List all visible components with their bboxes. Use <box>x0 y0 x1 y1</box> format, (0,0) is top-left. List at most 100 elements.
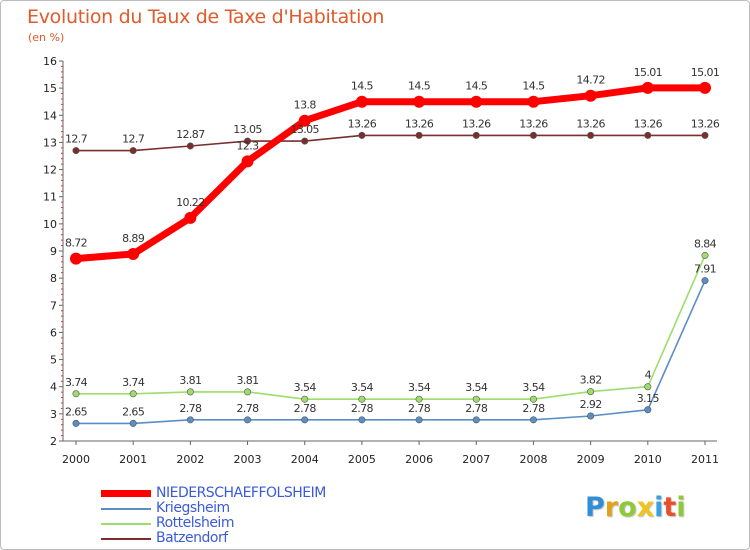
data-point-batzendorf <box>358 131 366 139</box>
data-point-batzendorf <box>472 131 480 139</box>
data-point-niederschaeffolsheim <box>70 252 82 265</box>
data-point-niederschaeffolsheim <box>584 89 597 102</box>
data-point-rottelsheim <box>301 395 309 403</box>
data-label-niederschaeffolsheim: 15.01 <box>691 66 720 79</box>
data-label-batzendorf: 13.26 <box>519 117 548 130</box>
data-label-rottelsheim: 8.84 <box>694 237 717 250</box>
y-tick-label: 3 <box>50 408 57 421</box>
data-label-rottelsheim: 4 <box>645 369 652 382</box>
data-point-kriegsheim <box>72 419 80 427</box>
data-label-batzendorf: 13.05 <box>233 123 262 136</box>
data-label-kriegsheim: 2.78 <box>522 402 545 415</box>
data-label-niederschaeffolsheim: 8.89 <box>122 232 145 245</box>
data-point-rottelsheim <box>587 388 595 396</box>
data-label-niederschaeffolsheim: 14.5 <box>465 80 488 93</box>
data-label-batzendorf: 13.26 <box>348 117 377 130</box>
data-point-rottelsheim <box>415 395 423 403</box>
data-label-kriegsheim: 7.91 <box>694 263 716 276</box>
data-point-batzendorf <box>587 131 595 139</box>
data-point-batzendorf <box>701 131 709 139</box>
logo-letter: i <box>654 492 664 523</box>
data-label-batzendorf: 13.26 <box>576 117 605 130</box>
x-tick-label: 2000 <box>62 453 90 466</box>
legend-label: NIEDERSCHAEFFOLSHEIM <box>156 485 326 501</box>
data-label-batzendorf: 12.87 <box>176 128 205 141</box>
data-point-kriegsheim <box>415 416 423 424</box>
data-point-rottelsheim <box>472 395 480 403</box>
data-point-rottelsheim <box>358 395 366 403</box>
data-labels: 8.72 8.89 10.22 12.3 13.8 14.5 14.5 14.5 14.5 14.… <box>65 66 720 418</box>
y-tick-label: 8 <box>50 272 57 285</box>
legend-swatch <box>101 508 151 510</box>
data-label-niederschaeffolsheim: 8.72 <box>65 237 87 250</box>
axes: 2 3 4 5 6 7 8 9 10 11 12 13 14 15 16 2000 2001 2002 2003 20… <box>43 55 719 466</box>
data-point-kriegsheim <box>644 406 652 414</box>
data-label-kriegsheim: 2.78 <box>408 402 431 415</box>
data-point-rottelsheim <box>244 388 252 396</box>
data-label-kriegsheim: 2.65 <box>122 405 145 418</box>
y-tick-label: 10 <box>43 218 57 231</box>
data-point-niederschaeffolsheim <box>355 95 368 108</box>
logo-letter: i <box>676 492 686 523</box>
x-tick-label: 2005 <box>348 453 376 466</box>
logo-letter: o <box>618 492 637 523</box>
data-point-kriegsheim <box>358 416 366 424</box>
legend-swatch <box>101 538 151 540</box>
data-label-kriegsheim: 2.78 <box>236 402 259 415</box>
data-point-batzendorf <box>301 137 309 145</box>
series-line-kriegsheim <box>75 279 706 425</box>
legend-swatch <box>101 523 151 525</box>
data-label-niederschaeffolsheim: 15.01 <box>634 66 663 79</box>
logo-letter: x <box>636 492 655 523</box>
series-line-niederschaeffolsheim <box>72 84 709 263</box>
data-point-niederschaeffolsheim <box>298 114 311 127</box>
y-tick-label: 7 <box>50 299 57 312</box>
data-point-kriegsheim <box>129 419 137 427</box>
y-tick-label: 4 <box>50 381 57 394</box>
data-label-kriegsheim: 2.92 <box>580 398 602 411</box>
legend-label: Kriegsheim <box>156 500 230 516</box>
data-point-rottelsheim <box>129 390 137 398</box>
data-label-rottelsheim: 3.54 <box>294 381 317 394</box>
chart-title: Evolution du Taux de Taxe d'Habitation <box>27 6 385 28</box>
data-label-niederschaeffolsheim: 14.72 <box>576 74 605 87</box>
data-label-rottelsheim: 3.82 <box>580 374 602 387</box>
x-tick-label: 2004 <box>291 453 319 466</box>
series-layer <box>70 81 711 427</box>
data-point-batzendorf <box>529 131 537 139</box>
y-tick-label: 11 <box>43 191 57 204</box>
data-point-niederschaeffolsheim <box>241 155 254 168</box>
data-point-kriegsheim <box>244 416 252 424</box>
data-point-niederschaeffolsheim <box>127 247 140 260</box>
x-tick-label: 2010 <box>634 453 662 466</box>
data-label-kriegsheim: 2.65 <box>65 405 88 418</box>
data-point-kriegsheim <box>301 416 309 424</box>
data-label-niederschaeffolsheim: 14.5 <box>351 80 374 93</box>
data-point-kriegsheim <box>529 416 537 424</box>
data-point-niederschaeffolsheim <box>184 211 197 224</box>
data-label-rottelsheim: 3.81 <box>236 374 258 387</box>
data-point-rottelsheim <box>186 388 194 396</box>
x-tick-label: 2006 <box>405 453 433 466</box>
y-tick-label: 14 <box>43 109 57 122</box>
y-tick-label: 2 <box>50 435 57 448</box>
data-label-batzendorf: 13.26 <box>691 117 720 130</box>
legend-label: Rottelsheim <box>156 515 234 531</box>
data-label-rottelsheim: 3.54 <box>465 381 488 394</box>
data-label-niederschaeffolsheim: 12.3 <box>236 139 259 152</box>
data-point-batzendorf <box>644 131 652 139</box>
series-line-batzendorf <box>75 134 706 152</box>
data-point-niederschaeffolsheim <box>470 95 483 108</box>
data-label-batzendorf: 12.7 <box>65 133 88 146</box>
logo-letter: P <box>585 492 605 523</box>
data-point-kriegsheim <box>472 416 480 424</box>
y-tick-label: 15 <box>43 82 57 95</box>
x-tick-label: 2008 <box>519 453 547 466</box>
data-point-kriegsheim <box>186 416 194 424</box>
y-tick-label: 16 <box>43 55 57 68</box>
data-label-niederschaeffolsheim: 14.5 <box>408 80 431 93</box>
proxiti-logo: Proxiti <box>585 492 686 523</box>
data-point-niederschaeffolsheim <box>527 95 540 108</box>
data-label-batzendorf: 13.26 <box>462 117 491 130</box>
